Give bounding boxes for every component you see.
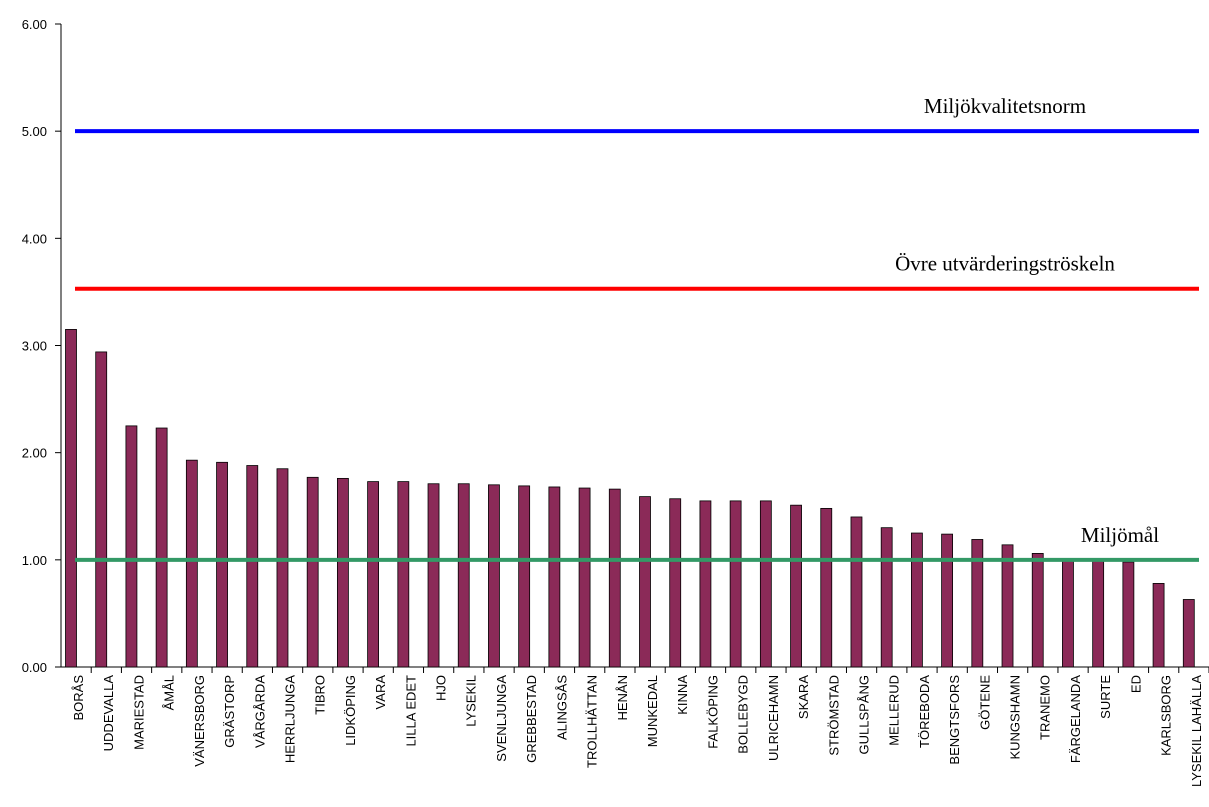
x-tick-label: BORÅS [71,675,86,721]
bar [971,539,984,668]
x-tick-label: KINNA [675,675,690,715]
bar [850,516,863,668]
y-tick-label: 1.00 [22,553,47,568]
x-tick-label: TRANEMO [1038,675,1053,740]
bar [185,459,198,668]
bar [95,351,108,668]
x-tick-label: UDDEVALLA [101,675,116,752]
bar [1182,599,1195,668]
x-tick-label: GULLSPÅNG [856,675,871,754]
bar [548,486,561,668]
x-tick-label: TÖREBODA [917,675,932,748]
bar [306,476,319,668]
bar [367,481,380,668]
bar [336,477,349,668]
bar [1031,553,1044,668]
bar [820,507,833,668]
bar [639,496,651,668]
x-tick-label: TIBRO [313,675,328,715]
reference-label: Övre utvärderingströskeln [895,252,1115,276]
bar [608,488,621,668]
x-tick-label: SURTE [1098,675,1113,719]
bar [1062,559,1074,668]
bar [790,504,802,668]
x-tick-label: ED [1128,675,1143,693]
x-tick-label: FALKÖPING [705,675,720,749]
y-tick-label: 2.00 [22,446,47,461]
bar [155,427,168,668]
y-tick-label: 6.00 [22,17,47,32]
x-tick-label: BOLLEBYGD [736,675,751,754]
bar [125,425,138,668]
x-tick-label: MUNKEDAL [645,675,660,747]
x-tick-label: LILLA EDET [403,675,418,747]
bar [1122,561,1135,668]
bar [457,483,470,668]
x-tick-label: MARIESTAD [131,675,146,750]
x-tick-label: HERRLJUNGA [282,675,297,763]
x-tick-label: SVENLJUNGA [494,675,509,762]
x-tick-label: SKARA [796,675,811,719]
x-tick-label: ULRICEHAMN [766,675,781,761]
bar [729,500,742,668]
bar [880,527,893,668]
bar [488,484,500,668]
x-tick-label: HENÅN [615,675,630,721]
bar [699,500,712,668]
reference-label: Miljömål [1081,523,1159,547]
bar [518,485,531,668]
x-tick-label: GREBBESTAD [524,675,539,763]
x-tick-label: GÖTENE [977,675,992,730]
bar [669,498,682,668]
reference-label: Miljökvalitetsnorm [924,94,1086,118]
x-tick-label: FÄRGELANDA [1068,675,1083,763]
x-tick-label: VÄNERSBORG [192,675,207,767]
x-tick-label: GRÄSTORP [222,675,237,748]
x-tick-label: HJO [434,675,449,701]
bar [246,465,259,668]
bar [1152,583,1165,668]
x-tick-label: BENGTSFORS [947,675,962,765]
y-tick-label: 4.00 [22,231,47,246]
bar [759,500,772,668]
bar [397,481,410,668]
x-tick-label: KUNGSHAMN [1008,675,1023,760]
bar [65,329,77,668]
bar [1001,544,1014,668]
y-tick-label: 0.00 [22,660,47,675]
x-tick-label: ALINGSÅS [554,675,569,740]
bar [910,532,923,668]
y-tick-label: 5.00 [22,124,47,139]
bar [941,533,954,668]
bar [1092,560,1105,668]
bar [427,483,440,668]
x-tick-label: STRÖMSTAD [826,675,841,756]
y-tick-label: 3.00 [22,339,47,354]
x-tick-label: TROLLHÄTTAN [585,675,600,768]
bar [216,461,228,668]
x-tick-label: MELLERUD [887,675,902,746]
x-tick-label: LIDKÖPING [343,675,358,746]
x-tick-label: VÅRGÅRDA [252,675,267,748]
x-tick-label: VARA [373,675,388,710]
bar [578,487,591,668]
x-tick-label: LYSEKIL [464,675,479,727]
x-tick-label: LYSEKIL LAHÄLLA [1189,675,1204,787]
x-tick-label: KARLSBORG [1159,675,1174,756]
bar [276,468,289,668]
x-tick-label: ÅMÅL [162,675,177,710]
